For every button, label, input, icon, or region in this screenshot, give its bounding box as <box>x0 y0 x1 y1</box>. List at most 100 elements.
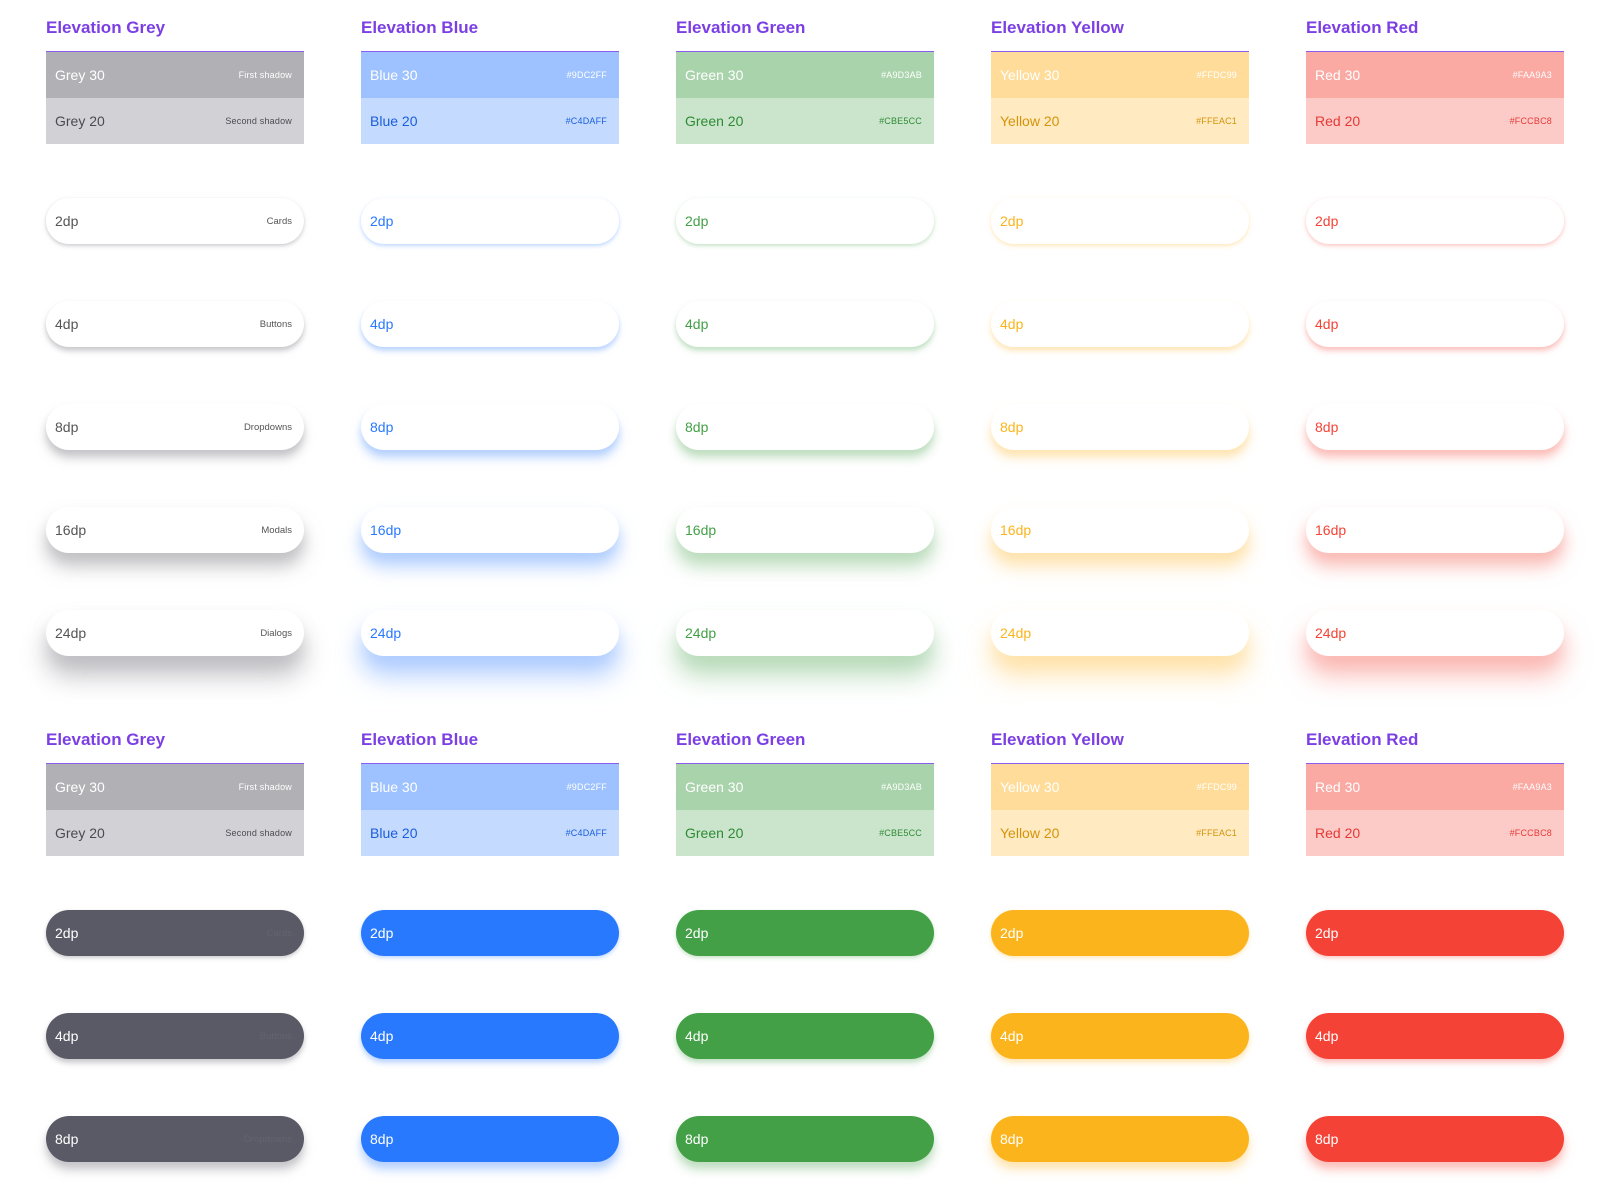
elevation-card-2dp: 2dp Cards <box>46 910 304 956</box>
elevation-label: 8dp <box>55 419 79 435</box>
swatch-note: #FCCBC8 <box>1509 116 1552 126</box>
swatch-row-green-30: Green 30 #A9D3AB <box>676 52 934 98</box>
swatch-row-red-30: Red 30 #FAA9A3 <box>1306 764 1564 810</box>
elevation-card-8dp: 8dp <box>991 1116 1249 1162</box>
elevation-card-8dp: 8dp Dropdowns <box>46 1116 304 1162</box>
elevation-card-4dp: 4dp <box>991 301 1249 347</box>
swatch-row-red-20: Red 20 #FCCBC8 <box>1306 810 1564 856</box>
swatch-note: #A9D3AB <box>881 70 922 80</box>
elevation-label: 2dp <box>1000 213 1024 229</box>
elevation-card-8dp: 8dp <box>361 404 619 450</box>
elevation-card-4dp: 4dp Buttons <box>46 301 304 347</box>
elevation-card-2dp: 2dp <box>991 910 1249 956</box>
elevation-label: 4dp <box>370 316 394 332</box>
elevation-label: 24dp <box>1000 625 1032 641</box>
swatch-note: #FFDC99 <box>1196 70 1237 80</box>
elevation-label: 2dp <box>1315 925 1339 941</box>
swatch-row-blue-30: Blue 30 #9DC2FF <box>361 764 619 810</box>
elevation-label: 8dp <box>1315 1131 1339 1147</box>
elevation-card-4dp: 4dp <box>1306 301 1564 347</box>
swatch-name: Red 30 <box>1315 67 1361 83</box>
swatch-row-yellow-30: Yellow 30 #FFDC99 <box>991 764 1249 810</box>
elevation-card-24dp: 24dp <box>1306 610 1564 656</box>
elevation-label: 8dp <box>370 419 394 435</box>
swatch-name: Grey 20 <box>55 113 105 129</box>
elevation-card-8dp: 8dp <box>676 1116 934 1162</box>
swatch-name: Yellow 20 <box>1000 113 1060 129</box>
elevation-card-2dp: 2dp <box>676 910 934 956</box>
swatch-row-grey-20: Grey 20 Second shadow <box>46 810 304 856</box>
swatch-name: Blue 20 <box>370 113 418 129</box>
color-swatch: Green 30 #A9D3AB Green 20 #CBE5CC <box>676 763 934 856</box>
elevation-label: 8dp <box>55 1131 79 1147</box>
swatch-note: #FFDC99 <box>1196 782 1237 792</box>
elevation-usage: Dialogs <box>260 627 292 639</box>
swatch-note: #9DC2FF <box>566 782 607 792</box>
elevation-usage: Modals <box>261 524 292 536</box>
elevation-label: 4dp <box>1000 1028 1024 1044</box>
color-swatch: Red 30 #FAA9A3 Red 20 #FCCBC8 <box>1306 763 1564 856</box>
elevation-card-16dp: 16dp <box>361 507 619 553</box>
color-swatch: Yellow 30 #FFDC99 Yellow 20 #FFEAC1 <box>991 51 1249 144</box>
elevation-card-2dp: 2dp <box>361 910 619 956</box>
swatch-name: Yellow 20 <box>1000 825 1060 841</box>
swatch-name: Grey 30 <box>55 779 105 795</box>
elevation-card-24dp: 24dp Dialogs <box>46 610 304 656</box>
elevation-card-2dp: 2dp <box>676 198 934 244</box>
swatch-row-green-30: Green 30 #A9D3AB <box>676 764 934 810</box>
elevation-label: 4dp <box>1315 316 1339 332</box>
elevation-label: 2dp <box>55 213 79 229</box>
elevation-card-2dp: 2dp <box>1306 910 1564 956</box>
elevation-label: 8dp <box>1000 1131 1024 1147</box>
elevation-card-2dp: 2dp Cards <box>46 198 304 244</box>
color-swatch: Blue 30 #9DC2FF Blue 20 #C4DAFF <box>361 51 619 144</box>
swatch-row-red-20: Red 20 #FCCBC8 <box>1306 98 1564 144</box>
swatch-row-green-20: Green 20 #CBE5CC <box>676 810 934 856</box>
elevation-card-16dp: 16dp <box>676 507 934 553</box>
elevation-card-8dp: 8dp <box>676 404 934 450</box>
swatch-note: First shadow <box>238 782 292 792</box>
swatch-row-red-30: Red 30 #FAA9A3 <box>1306 52 1564 98</box>
elevation-label: 2dp <box>1315 213 1339 229</box>
elevation-label: 4dp <box>1000 316 1024 332</box>
elevation-usage: Cards <box>266 215 292 227</box>
elevation-card-8dp: 8dp <box>991 404 1249 450</box>
swatch-row-grey-30: Grey 30 First shadow <box>46 764 304 810</box>
swatch-row-grey-20: Grey 20 Second shadow <box>46 98 304 144</box>
elevation-card-4dp: 4dp <box>1306 1013 1564 1059</box>
color-swatch: Green 30 #A9D3AB Green 20 #CBE5CC <box>676 51 934 144</box>
swatch-note: #FCCBC8 <box>1509 828 1552 838</box>
elevation-usage: Buttons <box>259 318 292 330</box>
swatch-row-yellow-20: Yellow 20 #FFEAC1 <box>991 98 1249 144</box>
swatch-note: #C4DAFF <box>565 828 607 838</box>
column-title: Elevation Blue <box>361 18 479 37</box>
swatch-note: #9DC2FF <box>566 70 607 80</box>
column-title: Elevation Red <box>1306 730 1419 749</box>
column-title: Elevation Blue <box>361 730 479 749</box>
color-swatch: Grey 30 First shadow Grey 20 Second shadow <box>46 51 304 144</box>
elevation-card-24dp: 24dp <box>676 610 934 656</box>
swatch-row-yellow-20: Yellow 20 #FFEAC1 <box>991 810 1249 856</box>
elevation-label: 4dp <box>370 1028 394 1044</box>
swatch-name: Grey 30 <box>55 67 105 83</box>
elevation-card-16dp: 16dp <box>991 507 1249 553</box>
swatch-name: Green 20 <box>685 825 744 841</box>
elevation-card-2dp: 2dp <box>991 198 1249 244</box>
elevation-card-8dp: 8dp <box>1306 1116 1564 1162</box>
elevation-label: 8dp <box>1000 419 1024 435</box>
swatch-note: #CBE5CC <box>879 116 922 126</box>
swatch-name: Red 20 <box>1315 113 1361 129</box>
swatch-note: #FAA9A3 <box>1512 70 1552 80</box>
elevation-label: 2dp <box>370 213 394 229</box>
swatch-name: Grey 20 <box>55 825 105 841</box>
swatch-name: Red 30 <box>1315 779 1361 795</box>
elevation-card-4dp: 4dp Buttons <box>46 1013 304 1059</box>
elevation-label: 16dp <box>55 522 87 538</box>
swatch-row-blue-30: Blue 30 #9DC2FF <box>361 52 619 98</box>
swatch-name: Green 30 <box>685 779 744 795</box>
elevation-card-24dp: 24dp <box>991 610 1249 656</box>
elevation-usage: Dropdowns <box>243 1133 292 1145</box>
elevation-usage: Dropdowns <box>243 421 292 433</box>
swatch-note: First shadow <box>238 70 292 80</box>
swatch-name: Blue 30 <box>370 67 418 83</box>
